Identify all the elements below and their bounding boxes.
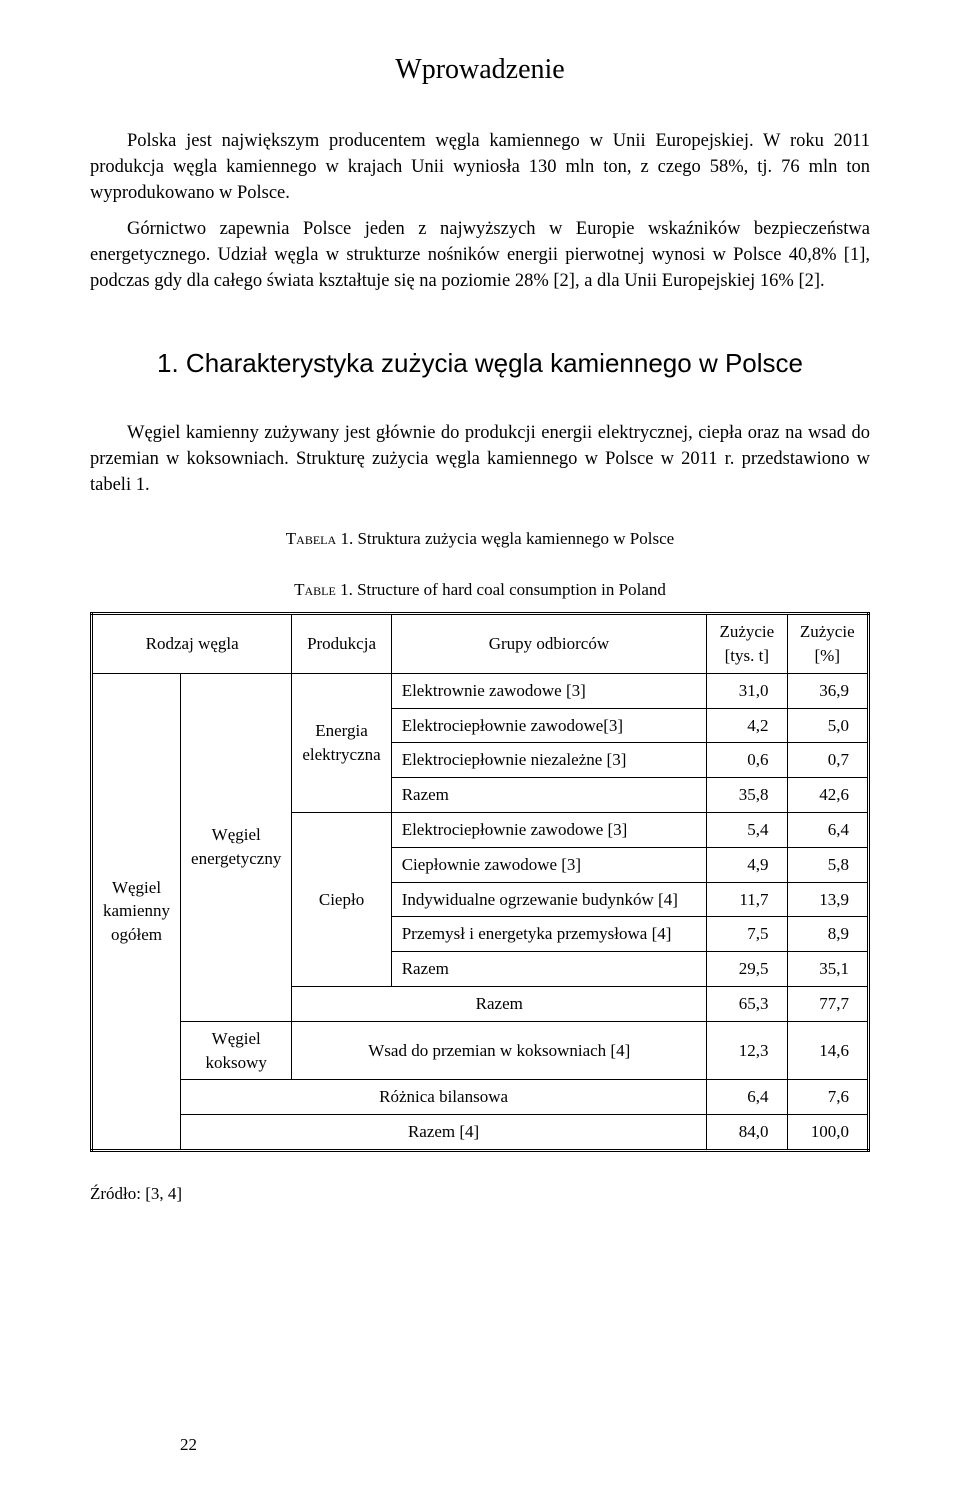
intro-paragraph-1: Polska jest największym producentem węgl… xyxy=(90,129,870,207)
consumption-table: Rodzaj węgla Produkcja Grupy odbiorców Z… xyxy=(90,612,870,1152)
cell-energy-coal: Węgiel energetyczny xyxy=(181,673,292,1021)
cell-tys: 11,7 xyxy=(707,882,787,917)
table-row: Razem [4] 84,0 100,0 xyxy=(92,1115,869,1151)
cell-label: Elektrociepłownie zawodowe [3] xyxy=(391,812,706,847)
th-consumer-groups: Grupy odbiorców xyxy=(391,614,706,674)
cell-pct: 5,8 xyxy=(787,847,868,882)
cell-pct: 35,1 xyxy=(787,952,868,987)
cell-tys: 7,5 xyxy=(707,917,787,952)
cell-pct: 36,9 xyxy=(787,673,868,708)
cell-total-coal: Węgiel kamienny ogółem xyxy=(92,673,181,1150)
cell-pct: 8,9 xyxy=(787,917,868,952)
cell-tys: 29,5 xyxy=(707,952,787,987)
cell-label: Przemysł i energetyka przemysłowa [4] xyxy=(391,917,706,952)
cell-tys: 0,6 xyxy=(707,743,787,778)
cell-pct: 14,6 xyxy=(787,1021,868,1080)
cell-pct: 0,7 xyxy=(787,743,868,778)
cell-label: Różnica bilansowa xyxy=(181,1080,707,1115)
cell-label: Elektrociepłownie niezależne [3] xyxy=(391,743,706,778)
cell-tys: 6,4 xyxy=(707,1080,787,1115)
cell-pct: 100,0 xyxy=(787,1115,868,1151)
source-note: Źródło: [3, 4] xyxy=(90,1182,870,1206)
cell-tys: 65,3 xyxy=(707,986,787,1021)
table-row: Węgiel koksowy Wsad do przemian w koksow… xyxy=(92,1021,869,1080)
cell-label: Wsad do przemian w koksowniach [4] xyxy=(292,1021,707,1080)
tabela-text: 1. Struktura zużycia węgla kamiennego w … xyxy=(336,529,674,548)
table-label-en: Table xyxy=(294,580,336,599)
table-caption-pl: Tabela 1. Struktura zużycia węgla kamien… xyxy=(90,527,870,551)
cell-tys: 12,3 xyxy=(707,1021,787,1080)
cell-pct: 13,9 xyxy=(787,882,868,917)
table-row: Różnica bilansowa 6,4 7,6 xyxy=(92,1080,869,1115)
cell-tys: 5,4 xyxy=(707,812,787,847)
cell-label: Razem [4] xyxy=(181,1115,707,1151)
cell-electricity: Energia elektryczna xyxy=(292,673,391,812)
cell-pct: 42,6 xyxy=(787,778,868,813)
cell-label: Ciepłownie zawodowe [3] xyxy=(391,847,706,882)
table-row: Węgiel kamienny ogółem Węgiel energetycz… xyxy=(92,673,869,708)
cell-heat: Ciepło xyxy=(292,812,391,986)
cell-pct: 7,6 xyxy=(787,1080,868,1115)
cell-tys: 4,9 xyxy=(707,847,787,882)
table-header-row: Rodzaj węgla Produkcja Grupy odbiorców Z… xyxy=(92,614,869,674)
section-1-heading: 1. Charakterystyka zużycia węgla kamienn… xyxy=(90,345,870,381)
cell-tys: 4,2 xyxy=(707,708,787,743)
th-consumption-tys: Zużycie [tys. t] xyxy=(707,614,787,674)
th-coal-type: Rodzaj węgla xyxy=(92,614,292,674)
th-consumption-pct: Zużycie [%] xyxy=(787,614,868,674)
cell-coking-coal: Węgiel koksowy xyxy=(181,1021,292,1080)
page-number: 22 xyxy=(180,1433,197,1457)
cell-label: Razem xyxy=(391,778,706,813)
table-text-en: 1. Structure of hard coal consumption in… xyxy=(336,580,666,599)
cell-tys: 84,0 xyxy=(707,1115,787,1151)
cell-pct: 5,0 xyxy=(787,708,868,743)
cell-pct: 6,4 xyxy=(787,812,868,847)
th-production: Produkcja xyxy=(292,614,391,674)
tabela-label: Tabela xyxy=(286,529,336,548)
cell-label: Razem xyxy=(292,986,707,1021)
intro-heading: Wprowadzenie xyxy=(90,50,870,89)
cell-pct: 77,7 xyxy=(787,986,868,1021)
cell-tys: 31,0 xyxy=(707,673,787,708)
cell-label: Indywidualne ogrzewanie budynków [4] xyxy=(391,882,706,917)
cell-label: Elektrownie zawodowe [3] xyxy=(391,673,706,708)
section-1-paragraph: Węgiel kamienny zużywany jest głównie do… xyxy=(90,421,870,499)
cell-tys: 35,8 xyxy=(707,778,787,813)
intro-paragraph-2: Górnictwo zapewnia Polsce jeden z najwyż… xyxy=(90,217,870,295)
cell-label: Razem xyxy=(391,952,706,987)
cell-label: Elektrociepłownie zawodowe[3] xyxy=(391,708,706,743)
table-caption-en: Table 1. Structure of hard coal consumpt… xyxy=(90,578,870,602)
